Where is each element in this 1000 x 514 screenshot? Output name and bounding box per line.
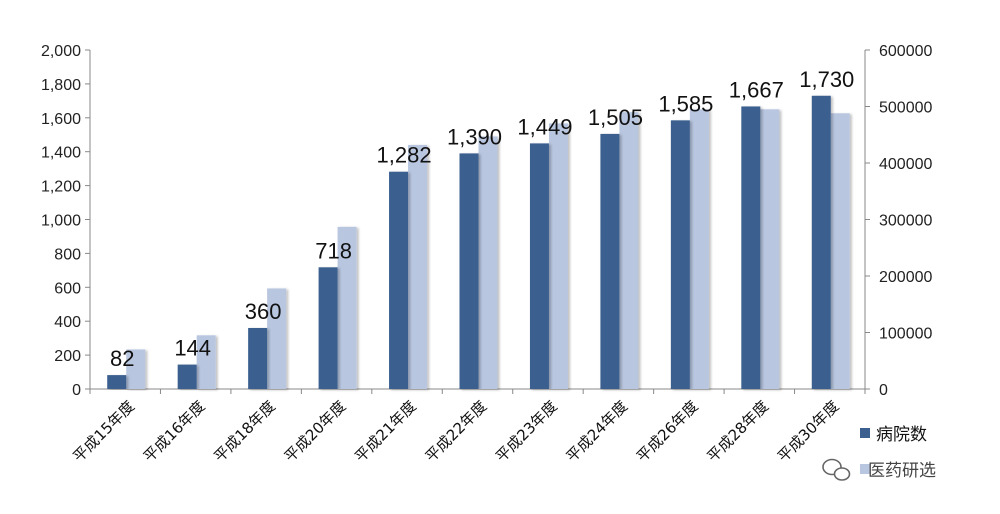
bar-series-2 bbox=[760, 109, 780, 389]
data-label: 1,505 bbox=[588, 105, 643, 130]
y-right-tick-label: 300000 bbox=[879, 213, 932, 230]
bar-series-1 bbox=[529, 143, 549, 389]
data-label: 1,730 bbox=[799, 67, 854, 92]
y-right-tick-label: 200000 bbox=[879, 269, 932, 286]
y-right-tick-label: 0 bbox=[879, 382, 888, 399]
x-tick-label: 平成16年度 bbox=[140, 397, 209, 466]
legend: 病院数 bbox=[860, 425, 927, 474]
x-tick-label: 平成28年度 bbox=[703, 397, 772, 466]
data-label: 1,282 bbox=[377, 143, 432, 168]
bar-series-1 bbox=[459, 153, 479, 389]
bar-series-1 bbox=[811, 95, 831, 389]
bar-series-2 bbox=[408, 144, 428, 389]
data-label: 360 bbox=[245, 299, 282, 324]
legend-swatch-series-1 bbox=[860, 428, 870, 438]
bar-series-1 bbox=[741, 106, 761, 390]
legend-swatch-series-2 bbox=[860, 464, 870, 474]
y-right-tick-label: 100000 bbox=[879, 326, 932, 343]
y-left-tick-label: 800 bbox=[54, 246, 81, 263]
bar-series-2 bbox=[830, 113, 850, 389]
x-tick-label: 平成20年度 bbox=[281, 397, 350, 466]
x-tick-label: 平成26年度 bbox=[633, 397, 702, 466]
x-tick-label: 平成30年度 bbox=[774, 397, 843, 466]
watermark-text: 医药研选 bbox=[868, 461, 936, 481]
y-right-tick-label: 500000 bbox=[879, 100, 932, 117]
bar-series-2 bbox=[267, 288, 287, 389]
bar-series-2 bbox=[689, 109, 709, 389]
x-tick-label: 平成22年度 bbox=[422, 397, 491, 466]
bars bbox=[107, 95, 850, 390]
bar-series-2 bbox=[337, 226, 357, 389]
legend-label-series-1: 病院数 bbox=[876, 425, 927, 445]
x-tick-label: 平成15年度 bbox=[69, 397, 138, 466]
x-tick-label: 平成24年度 bbox=[563, 397, 632, 466]
bar-series-1 bbox=[389, 171, 409, 389]
watermark: 医药研选 bbox=[822, 458, 936, 481]
bar-series-2 bbox=[619, 112, 639, 390]
y-left-tick-label: 600 bbox=[54, 280, 81, 297]
data-label: 144 bbox=[174, 336, 211, 361]
y-left-tick-label: 0 bbox=[72, 382, 81, 399]
data-label: 718 bbox=[315, 238, 352, 263]
y-left-tick-label: 200 bbox=[54, 348, 81, 365]
bar-series-1 bbox=[600, 133, 620, 389]
x-tick-label: 平成18年度 bbox=[210, 397, 279, 466]
data-label: 1,667 bbox=[729, 77, 784, 102]
x-tick-label: 平成21年度 bbox=[351, 397, 420, 466]
y-right-tick-label: 400000 bbox=[879, 156, 932, 173]
y-left-tick-label: 1,600 bbox=[41, 111, 81, 128]
bar-series-2 bbox=[196, 335, 216, 389]
bar-series-2 bbox=[548, 123, 568, 389]
bar-series-1 bbox=[248, 327, 268, 389]
wechat-icon bbox=[822, 458, 851, 481]
data-label: 1,449 bbox=[517, 114, 572, 139]
x-tick-label: 平成23年度 bbox=[492, 397, 561, 466]
y-left-tick-label: 1,800 bbox=[41, 77, 81, 94]
y-left-tick-label: 2,000 bbox=[41, 43, 81, 60]
y-left-tick-label: 1,200 bbox=[41, 179, 81, 196]
bar-series-1 bbox=[670, 120, 690, 389]
bar-series-1 bbox=[177, 364, 197, 389]
y-left-tick-label: 1,000 bbox=[41, 213, 81, 230]
y-left-tick-label: 1,400 bbox=[41, 145, 81, 162]
y-right-tick-label: 600000 bbox=[879, 43, 932, 60]
bar-series-2 bbox=[126, 349, 146, 389]
bar-series-1 bbox=[318, 267, 338, 389]
data-label: 82 bbox=[110, 346, 134, 371]
data-label: 1,585 bbox=[658, 91, 713, 116]
axes: 0 200 400 600 800 1,000 1,200 1,400 1,600 1,800 2,… bbox=[41, 43, 933, 399]
y-left-tick-label: 400 bbox=[54, 314, 81, 331]
bar-series-2 bbox=[478, 136, 498, 389]
bar-series-1 bbox=[107, 375, 127, 389]
data-label: 1,390 bbox=[447, 124, 502, 149]
